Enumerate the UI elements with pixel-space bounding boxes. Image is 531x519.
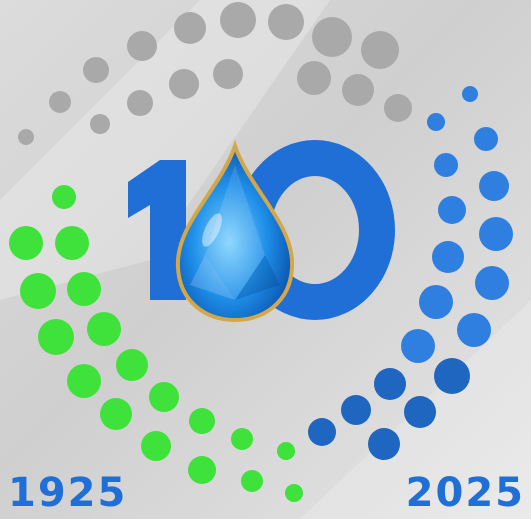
dot — [100, 398, 132, 430]
dot — [432, 241, 464, 273]
dot — [479, 171, 509, 201]
dot — [457, 313, 491, 347]
dot — [174, 12, 206, 44]
dot — [141, 431, 171, 461]
dot — [52, 185, 76, 209]
year-end-label: 2025 — [405, 470, 525, 516]
dot — [427, 113, 445, 131]
dot — [87, 312, 121, 346]
background-facet — [0, 0, 330, 300]
dot — [308, 418, 336, 446]
dot — [220, 2, 256, 38]
dot — [368, 428, 400, 460]
dot — [83, 57, 109, 83]
dot — [188, 456, 216, 484]
dot — [49, 91, 71, 113]
dot — [55, 226, 89, 260]
dot — [268, 4, 304, 40]
dot — [277, 442, 295, 460]
dot — [474, 127, 498, 151]
dot — [127, 90, 153, 116]
dot — [374, 368, 406, 400]
dot — [419, 285, 453, 319]
dot — [342, 74, 374, 106]
dot — [341, 395, 371, 425]
dot — [401, 329, 435, 363]
green-dot-arc — [9, 185, 303, 502]
dot — [149, 382, 179, 412]
dot — [475, 266, 509, 300]
dot — [38, 319, 74, 355]
dot — [67, 364, 101, 398]
dot — [297, 61, 331, 95]
dot — [285, 484, 303, 502]
dot — [404, 396, 436, 428]
dot — [384, 94, 412, 122]
dot — [9, 226, 43, 260]
dot — [116, 349, 148, 381]
blue-dot-arc — [308, 86, 513, 460]
numeral-one — [128, 160, 186, 300]
dot — [67, 272, 101, 306]
dot — [438, 196, 466, 224]
dot — [361, 31, 399, 69]
dot — [90, 114, 110, 134]
gray-dot-arc — [18, 2, 412, 145]
dot — [20, 273, 56, 309]
dot — [18, 129, 34, 145]
water-drop-gem-icon — [175, 139, 295, 323]
dot — [462, 86, 478, 102]
dot — [169, 69, 199, 99]
dot — [127, 31, 157, 61]
dot — [479, 217, 513, 251]
dot — [241, 470, 263, 492]
year-start-label: 1925 — [8, 470, 128, 516]
dot — [213, 59, 243, 89]
dot — [231, 428, 253, 450]
dot — [189, 408, 215, 434]
dot — [434, 358, 470, 394]
dot — [434, 153, 458, 177]
dot — [312, 17, 352, 57]
